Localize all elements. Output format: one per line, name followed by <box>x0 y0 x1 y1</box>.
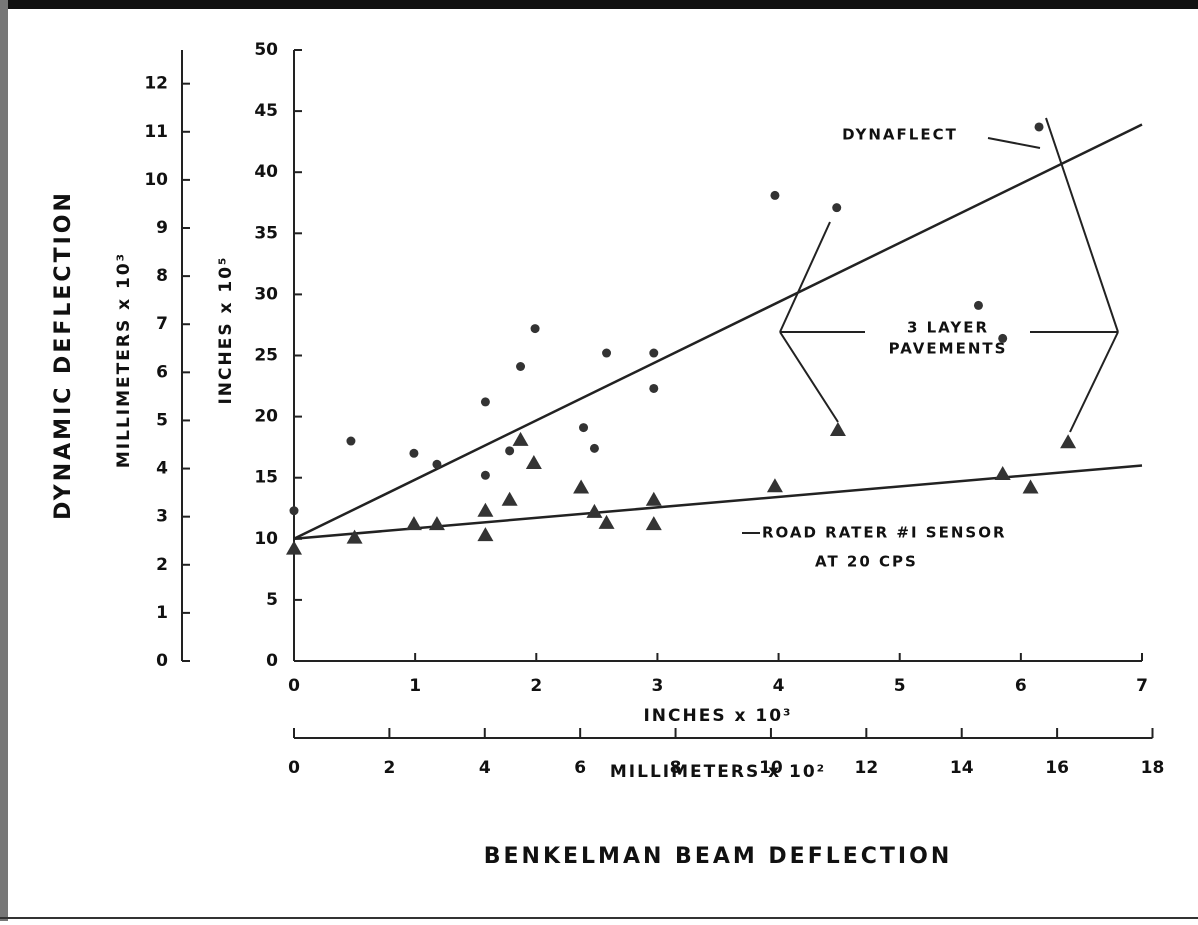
x-tick-label: 0 <box>288 676 300 696</box>
y-tick-label: 35 <box>254 223 278 243</box>
point <box>409 448 419 458</box>
y2-title: MILLIMETERS x 10³ <box>114 252 134 468</box>
x2-tick-label: 10 <box>759 758 783 778</box>
series-label: ROAD RATER #I SENSOR <box>762 524 1007 542</box>
y2-tick-label: 8 <box>156 266 168 286</box>
point <box>286 540 302 555</box>
point <box>428 516 445 531</box>
point <box>432 459 442 469</box>
y-tick-label: 25 <box>254 346 278 366</box>
point <box>346 436 356 446</box>
series-label: AT 20 CPS <box>815 553 918 571</box>
fit-line <box>293 123 1143 540</box>
y-tick-label: 30 <box>254 284 278 304</box>
x2-tick-label: 0 <box>288 758 300 778</box>
x-tick-label: 3 <box>652 676 664 696</box>
chart-title: BENKELMAN BEAM DEFLECTION <box>484 844 953 869</box>
point <box>1022 479 1039 494</box>
point <box>829 422 846 437</box>
point <box>573 479 590 494</box>
annotation: PAVEMENTS <box>889 340 1008 358</box>
x-tick-label: 5 <box>894 676 906 696</box>
point <box>480 470 490 480</box>
y2-tick-label: 5 <box>156 410 168 430</box>
series-label: DYNAFLECT <box>842 126 958 144</box>
x2-tick-label: 18 <box>1141 758 1165 778</box>
y2-tick-label: 2 <box>156 555 168 575</box>
point <box>579 423 589 433</box>
point <box>602 348 612 358</box>
y2-tick-label: 10 <box>144 170 168 190</box>
point <box>346 529 363 544</box>
x2-tick-label: 12 <box>854 758 878 778</box>
point <box>405 516 422 531</box>
y-tick-label: 0 <box>266 651 278 671</box>
y2-tick-label: 1 <box>156 603 168 623</box>
x2-tick-label: 14 <box>950 758 974 778</box>
x2-tick-label: 6 <box>574 758 586 778</box>
y2-tick-label: 0 <box>156 651 168 671</box>
y2-tick-label: 7 <box>156 314 168 334</box>
point <box>530 324 540 334</box>
point <box>770 190 780 200</box>
y2-tick-label: 12 <box>144 74 168 94</box>
bottom-border <box>0 917 1198 919</box>
y-tick-label: 20 <box>254 407 278 427</box>
x-tick-label: 2 <box>530 676 542 696</box>
y-tick-label: 45 <box>254 101 278 121</box>
point <box>832 203 842 213</box>
point <box>973 300 983 310</box>
point <box>477 527 494 542</box>
x2-title: MILLIMETERS x 10² <box>610 762 826 782</box>
x-tick-label: 7 <box>1136 676 1148 696</box>
y-title: INCHES x 10⁵ <box>216 255 236 404</box>
point <box>516 361 526 371</box>
left-border <box>0 0 8 921</box>
point <box>289 506 299 516</box>
point <box>766 478 783 493</box>
y2-tick-label: 9 <box>156 218 168 238</box>
y2-tick-label: 6 <box>156 362 168 382</box>
point <box>1060 434 1077 449</box>
x-tick-label: 4 <box>773 676 785 696</box>
y-tick-label: 15 <box>254 468 278 488</box>
y2-tick-label: 11 <box>144 122 168 142</box>
point <box>586 503 603 518</box>
point <box>525 455 542 470</box>
annotation: 3 LAYER <box>907 319 989 337</box>
point <box>998 333 1008 343</box>
y2-tick-label: 3 <box>156 507 168 527</box>
x-tick-label: 1 <box>409 676 421 696</box>
x2-tick-label: 8 <box>670 758 682 778</box>
point <box>1034 122 1044 132</box>
point <box>649 348 659 358</box>
x-tick-label: 6 <box>1015 676 1027 696</box>
y-outer-title: DYNAMIC DEFLECTION <box>51 190 76 520</box>
x2-tick-label: 16 <box>1045 758 1069 778</box>
y-tick-label: 10 <box>254 529 278 549</box>
x2-tick-label: 2 <box>383 758 395 778</box>
point <box>649 383 659 393</box>
point <box>480 397 490 407</box>
point <box>598 514 615 529</box>
point <box>501 491 518 506</box>
y2-tick-label: 4 <box>156 459 168 479</box>
y-tick-label: 50 <box>254 40 278 60</box>
point <box>994 466 1011 481</box>
point <box>589 443 599 453</box>
arrows <box>742 117 1119 534</box>
point <box>477 502 494 517</box>
x2-tick-label: 4 <box>479 758 491 778</box>
x-title: INCHES x 10³ <box>643 706 792 726</box>
y-tick-label: 40 <box>254 162 278 182</box>
point <box>645 491 662 506</box>
point <box>512 431 529 446</box>
y-tick-label: 5 <box>266 590 278 610</box>
point <box>505 446 515 456</box>
top-border <box>0 0 1198 9</box>
point <box>645 516 662 531</box>
